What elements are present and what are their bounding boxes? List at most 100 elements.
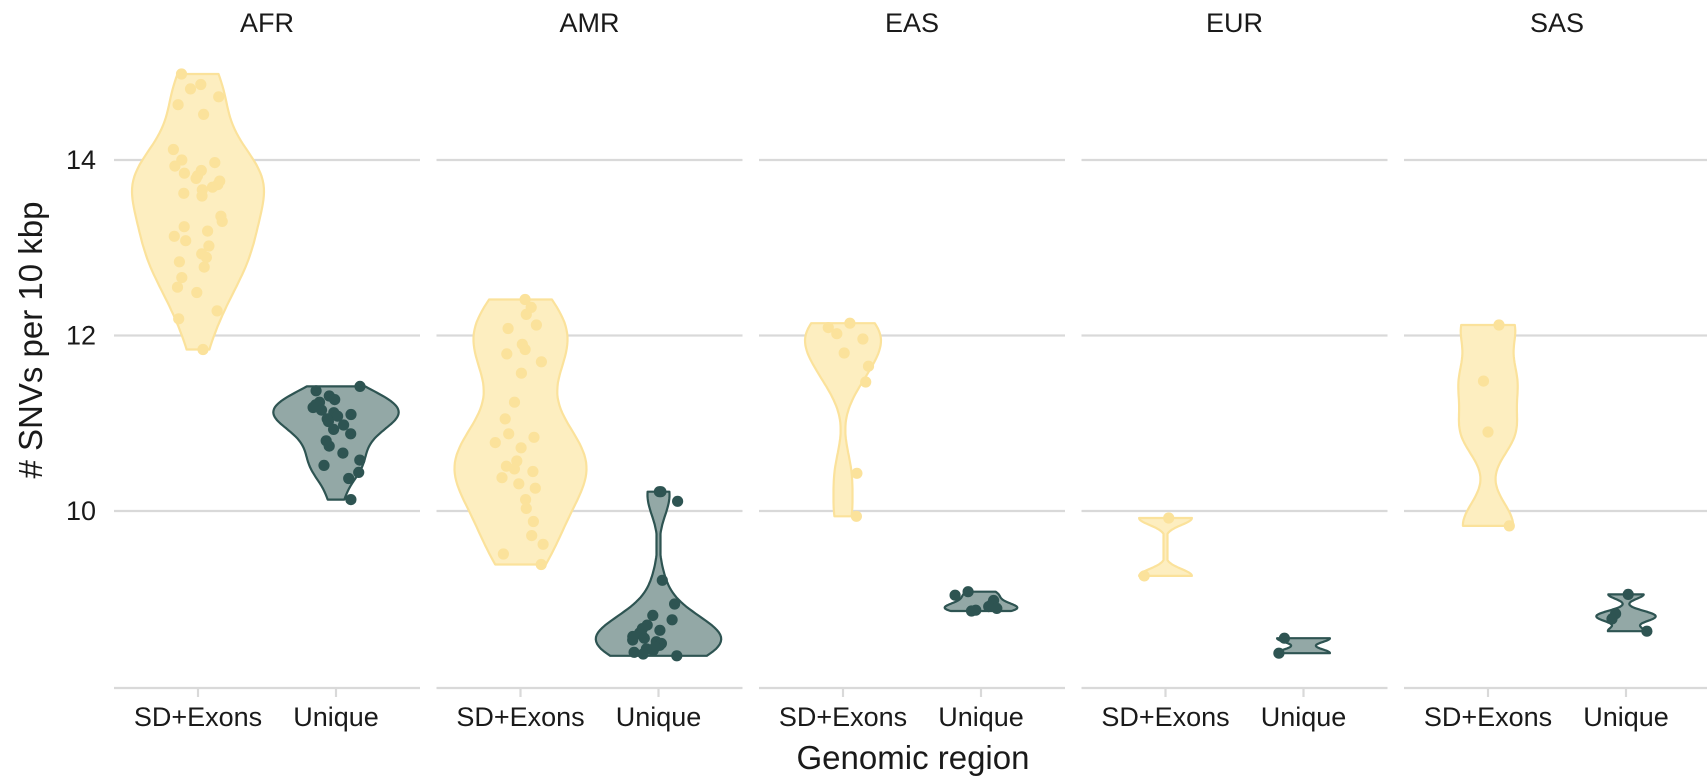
point-afr-sd-exons-22 <box>178 221 190 233</box>
point-afr-sd-exons-26 <box>203 240 215 252</box>
point-afr-sd-exons-8 <box>209 157 221 169</box>
point-afr-unique-3 <box>329 394 341 406</box>
violin-eur-unique <box>1276 637 1331 655</box>
facet-label-sas: SAS <box>1530 8 1584 38</box>
point-afr-unique-22 <box>343 472 355 485</box>
point-eas-sd-exons-7 <box>851 467 863 479</box>
violin-sas-sd-exons <box>1457 323 1519 527</box>
point-afr-unique-21 <box>353 466 365 478</box>
point-afr-unique-15 <box>345 428 357 440</box>
point-amr-sd-exons-15 <box>515 442 527 454</box>
point-afr-sd-exons-33 <box>191 286 203 299</box>
y-tick-label-10: 10 <box>66 496 96 526</box>
point-amr-unique-21 <box>628 646 640 658</box>
point-amr-sd-exons-19 <box>527 465 539 478</box>
point-amr-sd-exons-6 <box>519 343 531 356</box>
point-amr-sd-exons-14 <box>489 437 501 449</box>
point-amr-unique-6 <box>666 614 678 626</box>
violin-layer <box>130 72 1657 657</box>
point-afr-unique-23 <box>345 494 357 506</box>
point-afr-sd-exons-28 <box>200 251 212 263</box>
point-afr-sd-exons-34 <box>211 305 223 317</box>
point-afr-unique-1 <box>310 385 322 397</box>
violin-afr-sd-exons <box>130 72 266 351</box>
point-eur-unique-1 <box>1273 647 1285 659</box>
point-afr-sd-exons-2 <box>184 83 197 95</box>
point-amr-unique-9 <box>654 624 666 636</box>
point-amr-sd-exons-20 <box>496 472 508 484</box>
point-amr-unique-1 <box>653 486 666 498</box>
y-tick-label-14: 14 <box>66 145 96 175</box>
point-afr-sd-exons-31 <box>176 272 188 284</box>
point-amr-sd-exons-7 <box>501 348 513 360</box>
point-afr-sd-exons-36 <box>197 343 209 356</box>
point-afr-sd-exons-1 <box>195 78 207 91</box>
point-afr-sd-exons-9 <box>169 160 181 172</box>
point-afr-unique-14 <box>328 423 340 435</box>
point-amr-sd-exons-12 <box>503 428 515 440</box>
point-afr-sd-exons-24 <box>168 230 180 242</box>
point-sas-sd-exons-1 <box>1477 375 1490 387</box>
point-afr-unique-17 <box>323 440 335 452</box>
point-amr-sd-exons-27 <box>537 538 549 550</box>
point-eas-sd-exons-8 <box>850 510 863 522</box>
violin-amr-sd-exons <box>453 298 588 566</box>
point-afr-sd-exons-3 <box>213 91 225 103</box>
point-sas-unique-0 <box>1622 588 1634 601</box>
point-afr-unique-7 <box>315 404 328 416</box>
point-eas-sd-exons-3 <box>857 333 869 345</box>
grid-layer <box>114 158 1707 697</box>
point-eas-unique-0 <box>962 586 974 598</box>
point-afr-sd-exons-23 <box>202 225 214 237</box>
point-eas-unique-5 <box>991 602 1003 615</box>
point-afr-sd-exons-0 <box>175 68 188 80</box>
point-amr-sd-exons-4 <box>502 322 514 335</box>
point-amr-unique-2 <box>672 495 684 507</box>
point-afr-unique-0 <box>354 380 366 392</box>
point-amr-sd-exons-3 <box>530 319 543 331</box>
point-afr-sd-exons-11 <box>178 167 190 179</box>
facet-label-afr: AFR <box>240 8 294 38</box>
point-amr-sd-exons-10 <box>508 396 521 408</box>
point-amr-sd-exons-24 <box>520 502 532 514</box>
point-layer <box>167 68 1653 662</box>
point-amr-sd-exons-11 <box>499 413 511 425</box>
point-eas-sd-exons-0 <box>844 317 856 329</box>
point-amr-sd-exons-26 <box>526 530 538 542</box>
x-tick-label-afr-unique: Unique <box>293 702 379 732</box>
point-amr-unique-13 <box>638 632 650 644</box>
point-amr-sd-exons-23 <box>520 494 532 506</box>
violin-amr-unique <box>594 490 723 657</box>
point-afr-sd-exons-5 <box>198 108 210 120</box>
facet-label-eur: EUR <box>1206 8 1263 38</box>
point-afr-sd-exons-16 <box>206 181 219 193</box>
facet-label-eas: EAS <box>885 8 939 38</box>
point-amr-unique-22 <box>637 648 649 660</box>
label-layer: 10 12 14 AFR SD+Exons Unique AMR SD+Exons Unique… <box>66 8 1669 732</box>
point-eur-sd-exons-0 <box>1163 512 1175 524</box>
point-eas-sd-exons-2 <box>831 328 843 340</box>
point-eur-unique-0 <box>1278 632 1290 644</box>
x-tick-label-sas-sd-exons: SD+Exons <box>1424 702 1552 732</box>
point-afr-sd-exons-29 <box>173 256 185 268</box>
x-tick-label-eur-sd-exons: SD+Exons <box>1101 702 1229 732</box>
point-amr-sd-exons-21 <box>513 478 525 490</box>
point-afr-unique-6 <box>307 401 319 414</box>
point-afr-sd-exons-4 <box>172 99 184 111</box>
point-sas-sd-exons-0 <box>1493 319 1505 331</box>
point-sas-sd-exons-2 <box>1482 426 1494 438</box>
point-amr-sd-exons-29 <box>535 558 547 571</box>
point-afr-unique-10 <box>332 410 344 422</box>
point-eas-unique-1 <box>949 589 961 601</box>
point-amr-unique-3 <box>656 574 668 586</box>
point-amr-unique-5 <box>647 609 659 622</box>
point-afr-unique-19 <box>354 454 366 466</box>
point-afr-sd-exons-30 <box>198 261 210 273</box>
point-eas-sd-exons-6 <box>860 376 872 388</box>
point-afr-unique-18 <box>337 447 349 459</box>
point-afr-sd-exons-35 <box>173 313 185 325</box>
point-amr-unique-14 <box>627 634 639 646</box>
x-tick-label-eur-unique: Unique <box>1261 702 1347 732</box>
x-tick-label-eas-unique: Unique <box>938 702 1024 732</box>
